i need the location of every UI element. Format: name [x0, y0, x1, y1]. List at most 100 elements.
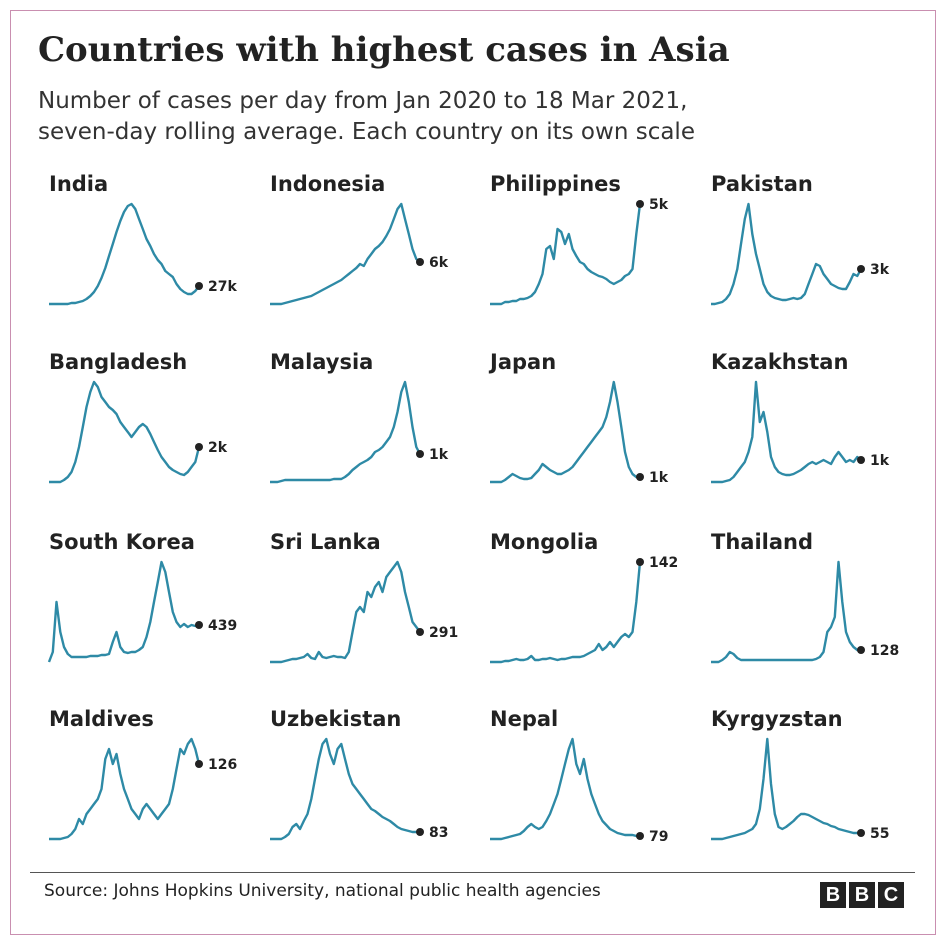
latest-point — [636, 558, 644, 566]
latest-point — [416, 258, 424, 266]
panel-sri-lanka: Sri Lanka 291 — [270, 530, 470, 685]
panel-kyrgyzstan: Kyrgyzstan 55 — [711, 707, 911, 862]
latest-point — [195, 760, 203, 768]
bbc-logo-letter-1: B — [820, 882, 846, 908]
latest-point — [857, 829, 865, 837]
country-name: South Korea — [49, 530, 195, 554]
series-line — [270, 202, 421, 306]
series-line — [270, 737, 420, 841]
bbc-logo: B B C — [820, 882, 904, 908]
sparkline-indonesia: 6k — [270, 202, 449, 306]
panel-mongolia: Mongolia 142 — [490, 530, 690, 685]
country-name: Nepal — [490, 707, 559, 731]
panel-kazakhstan: Kazakhstan 1k — [711, 350, 911, 505]
latest-value-label: 2k — [208, 440, 228, 456]
latest-point — [857, 646, 865, 654]
panel-india: India 27k — [49, 172, 249, 327]
latest-point — [636, 200, 644, 208]
sparkline-india: 27k — [49, 202, 237, 306]
series-line — [711, 380, 862, 484]
sparkline-maldives: 126 — [49, 737, 237, 841]
sparkline-kyrgyzstan: 55 — [711, 737, 889, 842]
series-line — [47, 560, 200, 663]
sparkline-mongolia: 142 — [490, 555, 678, 664]
panel-pakistan: Pakistan 3k — [711, 172, 911, 327]
sparkline-philippines: 5k — [490, 197, 669, 306]
country-name: Pakistan — [711, 172, 813, 196]
latest-point — [195, 282, 203, 290]
source-note: Source: Johns Hopkins University, nation… — [44, 881, 601, 901]
country-name: Thailand — [711, 530, 813, 554]
latest-value-label: 1k — [429, 447, 449, 463]
latest-point — [857, 456, 865, 464]
latest-value-label: 5k — [649, 197, 669, 213]
panel-indonesia: Indonesia 6k — [270, 172, 470, 327]
latest-value-label: 6k — [429, 255, 449, 271]
country-name: Philippines — [490, 172, 621, 196]
panel-malaysia: Malaysia 1k — [270, 350, 470, 505]
country-name: Maldives — [49, 707, 154, 731]
latest-value-label: 55 — [870, 826, 889, 842]
series-line — [490, 737, 640, 841]
latest-value-label: 291 — [429, 625, 458, 641]
series-line — [711, 202, 863, 306]
sparkline-kazakhstan: 1k — [711, 380, 890, 484]
sparkline-thailand: 128 — [711, 560, 899, 664]
latest-value-label: 1k — [649, 470, 669, 486]
series-line — [711, 737, 861, 841]
bbc-logo-letter-3: C — [878, 882, 904, 908]
country-name: Japan — [490, 350, 557, 374]
latest-point — [636, 473, 644, 481]
country-name: Indonesia — [270, 172, 386, 196]
series-line — [490, 380, 640, 484]
sparkline-pakistan: 3k — [711, 202, 890, 306]
latest-value-label: 27k — [208, 279, 237, 295]
panel-south-korea: South Korea 439 — [47, 530, 249, 685]
latest-point — [416, 828, 424, 836]
latest-point — [636, 832, 644, 840]
sparkline-south-korea: 439 — [47, 560, 237, 663]
panel-japan: Japan 1k — [490, 350, 690, 505]
subtitle-line-2: seven-day rolling average. Each country … — [38, 119, 695, 145]
latest-point — [857, 265, 865, 273]
country-name: Kazakhstan — [711, 350, 849, 374]
latest-value-label: 83 — [429, 825, 448, 841]
subtitle-line-1: Number of cases per day from Jan 2020 to… — [38, 88, 688, 114]
series-line — [490, 203, 642, 306]
sparkline-uzbekistan: 83 — [270, 737, 448, 841]
country-name: Sri Lanka — [270, 530, 381, 554]
latest-value-label: 128 — [870, 643, 899, 659]
latest-value-label: 3k — [870, 262, 890, 278]
country-name: Kyrgyzstan — [711, 707, 843, 731]
series-line — [49, 380, 201, 484]
series-line — [270, 560, 421, 664]
latest-point — [416, 450, 424, 458]
chart-subtitle: Number of cases per day from Jan 2020 to… — [38, 86, 918, 148]
series-line — [490, 561, 642, 664]
country-name: Malaysia — [270, 350, 374, 374]
chart-title: Countries with highest cases in Asia — [38, 30, 730, 70]
latest-value-label: 1k — [870, 453, 890, 469]
latest-value-label: 79 — [649, 829, 668, 845]
latest-point — [195, 443, 203, 451]
sparkline-sri-lanka: 291 — [270, 560, 458, 664]
latest-point — [195, 621, 203, 629]
sparkline-bangladesh: 2k — [49, 380, 228, 484]
latest-point — [416, 628, 424, 636]
panel-thailand: Thailand 128 — [711, 530, 911, 685]
country-name: Mongolia — [490, 530, 599, 554]
latest-value-label: 439 — [208, 618, 237, 634]
country-name: India — [49, 172, 109, 196]
country-name: Uzbekistan — [270, 707, 402, 731]
latest-value-label: 142 — [649, 555, 678, 571]
footer-divider — [30, 872, 915, 873]
series-line — [270, 380, 422, 484]
sparkline-malaysia: 1k — [270, 380, 449, 484]
panel-bangladesh: Bangladesh 2k — [49, 350, 249, 505]
panel-philippines: Philippines 5k — [490, 172, 690, 327]
series-line — [49, 737, 201, 841]
sparkline-nepal: 79 — [490, 737, 668, 845]
series-line — [49, 202, 200, 306]
series-line — [711, 560, 861, 664]
bbc-logo-letter-2: B — [849, 882, 875, 908]
